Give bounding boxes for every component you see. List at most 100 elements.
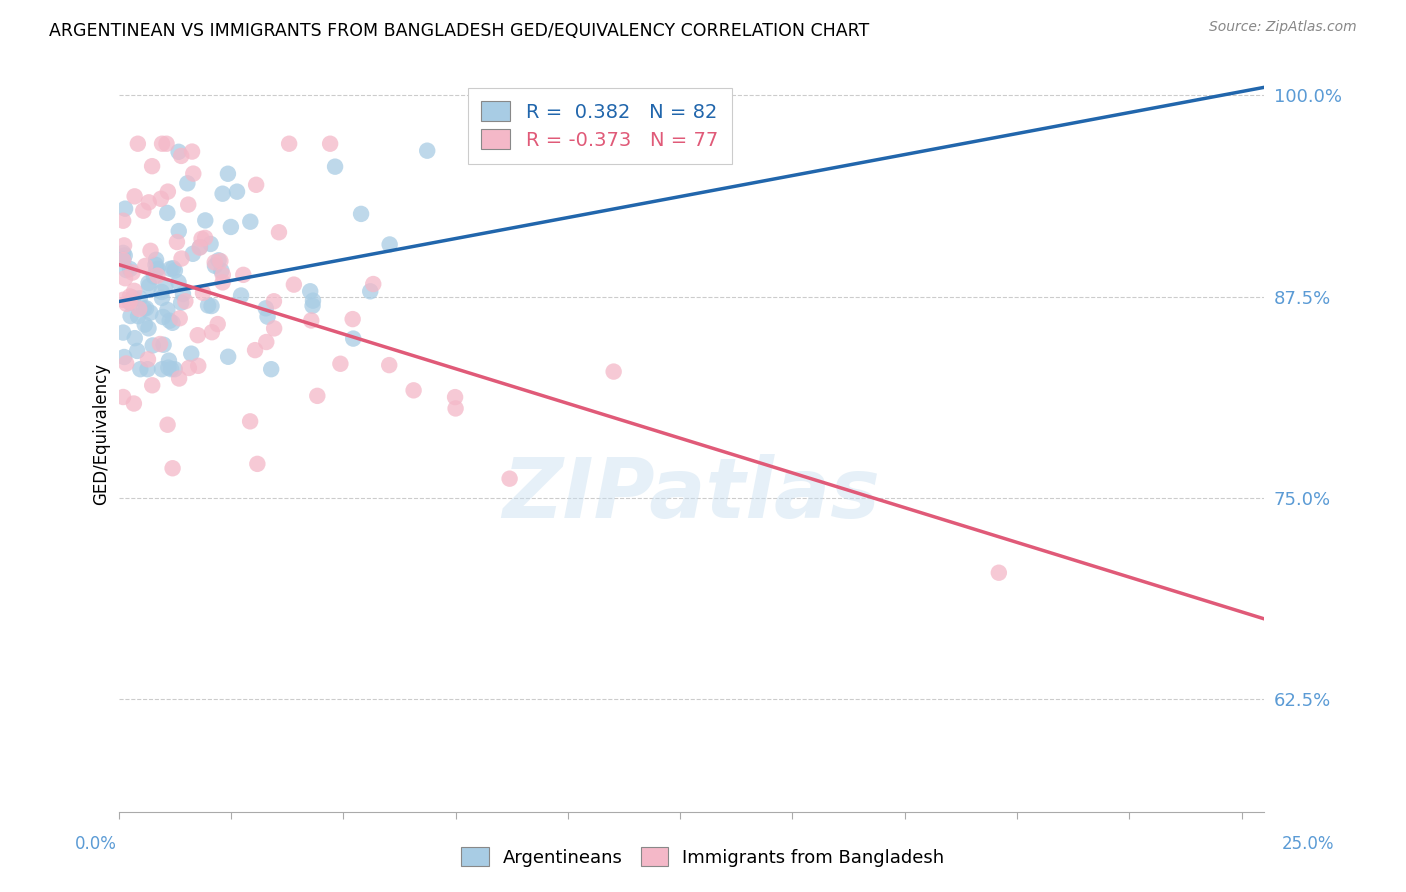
Point (145, 252, 167, 267)
Point (197, 298, 219, 312)
Point (112, 252, 135, 267)
Point (114, 202, 136, 216)
Point (132, 301, 155, 316)
Point (112, 350, 135, 364)
Point (200, 236, 222, 251)
Point (174, 294, 197, 309)
Point (142, 269, 165, 284)
Point (201, 325, 224, 339)
Text: Source: ZipAtlas.com: Source: ZipAtlas.com (1209, 20, 1357, 34)
Point (139, 244, 162, 258)
Point (128, 291, 150, 305)
Point (127, 136, 149, 151)
Point (217, 167, 239, 181)
Point (169, 311, 191, 326)
Point (229, 288, 252, 302)
Point (254, 334, 277, 349)
Point (170, 149, 193, 163)
Point (149, 192, 172, 206)
Point (402, 384, 425, 398)
Point (124, 284, 146, 298)
Point (134, 318, 156, 332)
Point (263, 294, 285, 309)
Point (121, 266, 143, 280)
Point (150, 136, 173, 151)
Point (342, 312, 364, 326)
Point (211, 268, 233, 282)
Point (187, 328, 209, 343)
Point (299, 313, 322, 327)
Point (181, 145, 204, 159)
Point (204, 255, 226, 269)
Point (124, 189, 146, 203)
Point (159, 314, 181, 328)
Point (136, 352, 159, 367)
Point (211, 276, 233, 290)
Point (444, 390, 467, 404)
Point (194, 213, 217, 227)
Point (146, 268, 169, 283)
Point (176, 177, 198, 191)
Point (167, 224, 190, 238)
Point (239, 215, 262, 229)
Point (190, 232, 212, 246)
Point (115, 297, 138, 311)
Legend: R =  0.382   N = 82, R = -0.373   N = 77: R = 0.382 N = 82, R = -0.373 N = 77 (468, 87, 733, 163)
Text: 25.0%: 25.0% (1281, 835, 1334, 853)
Point (118, 294, 141, 309)
Point (159, 261, 181, 276)
Point (359, 285, 381, 299)
Point (378, 237, 401, 252)
Point (112, 238, 135, 252)
Text: 0.0%: 0.0% (75, 835, 117, 853)
Point (145, 258, 167, 272)
Point (112, 213, 135, 227)
Point (200, 299, 222, 313)
Point (134, 259, 156, 273)
Point (256, 310, 278, 324)
Point (156, 185, 179, 199)
Point (207, 253, 229, 268)
Point (170, 252, 193, 266)
Point (162, 261, 184, 276)
Point (350, 207, 373, 221)
Point (128, 301, 150, 316)
Point (180, 346, 202, 360)
Point (142, 338, 165, 352)
Point (498, 472, 520, 486)
Point (987, 566, 1010, 580)
Point (114, 271, 136, 285)
Point (120, 295, 142, 310)
Point (170, 295, 193, 310)
Point (267, 225, 290, 239)
Point (114, 248, 136, 262)
Point (122, 291, 145, 305)
Point (115, 356, 138, 370)
Point (378, 358, 401, 372)
Point (254, 301, 277, 316)
Point (188, 240, 211, 254)
Point (166, 235, 188, 249)
Point (204, 259, 226, 273)
Y-axis label: GED/Equivalency: GED/Equivalency (93, 362, 110, 505)
Point (146, 261, 169, 276)
Point (188, 241, 211, 255)
Point (118, 289, 141, 303)
Point (127, 309, 149, 323)
Text: ARGENTINEAN VS IMMIGRANTS FROM BANGLADESH GED/EQUIVALENCY CORRELATION CHART: ARGENTINEAN VS IMMIGRANTS FROM BANGLADES… (49, 22, 869, 40)
Point (132, 203, 155, 218)
Point (329, 357, 352, 371)
Point (124, 331, 146, 345)
Point (167, 371, 190, 385)
Point (138, 276, 160, 290)
Point (177, 361, 200, 376)
Point (112, 245, 135, 260)
Point (136, 362, 159, 376)
Point (155, 279, 177, 293)
Point (138, 279, 160, 293)
Point (156, 302, 179, 317)
Point (115, 263, 138, 277)
Point (181, 247, 204, 261)
Point (157, 360, 180, 375)
Point (283, 277, 305, 292)
